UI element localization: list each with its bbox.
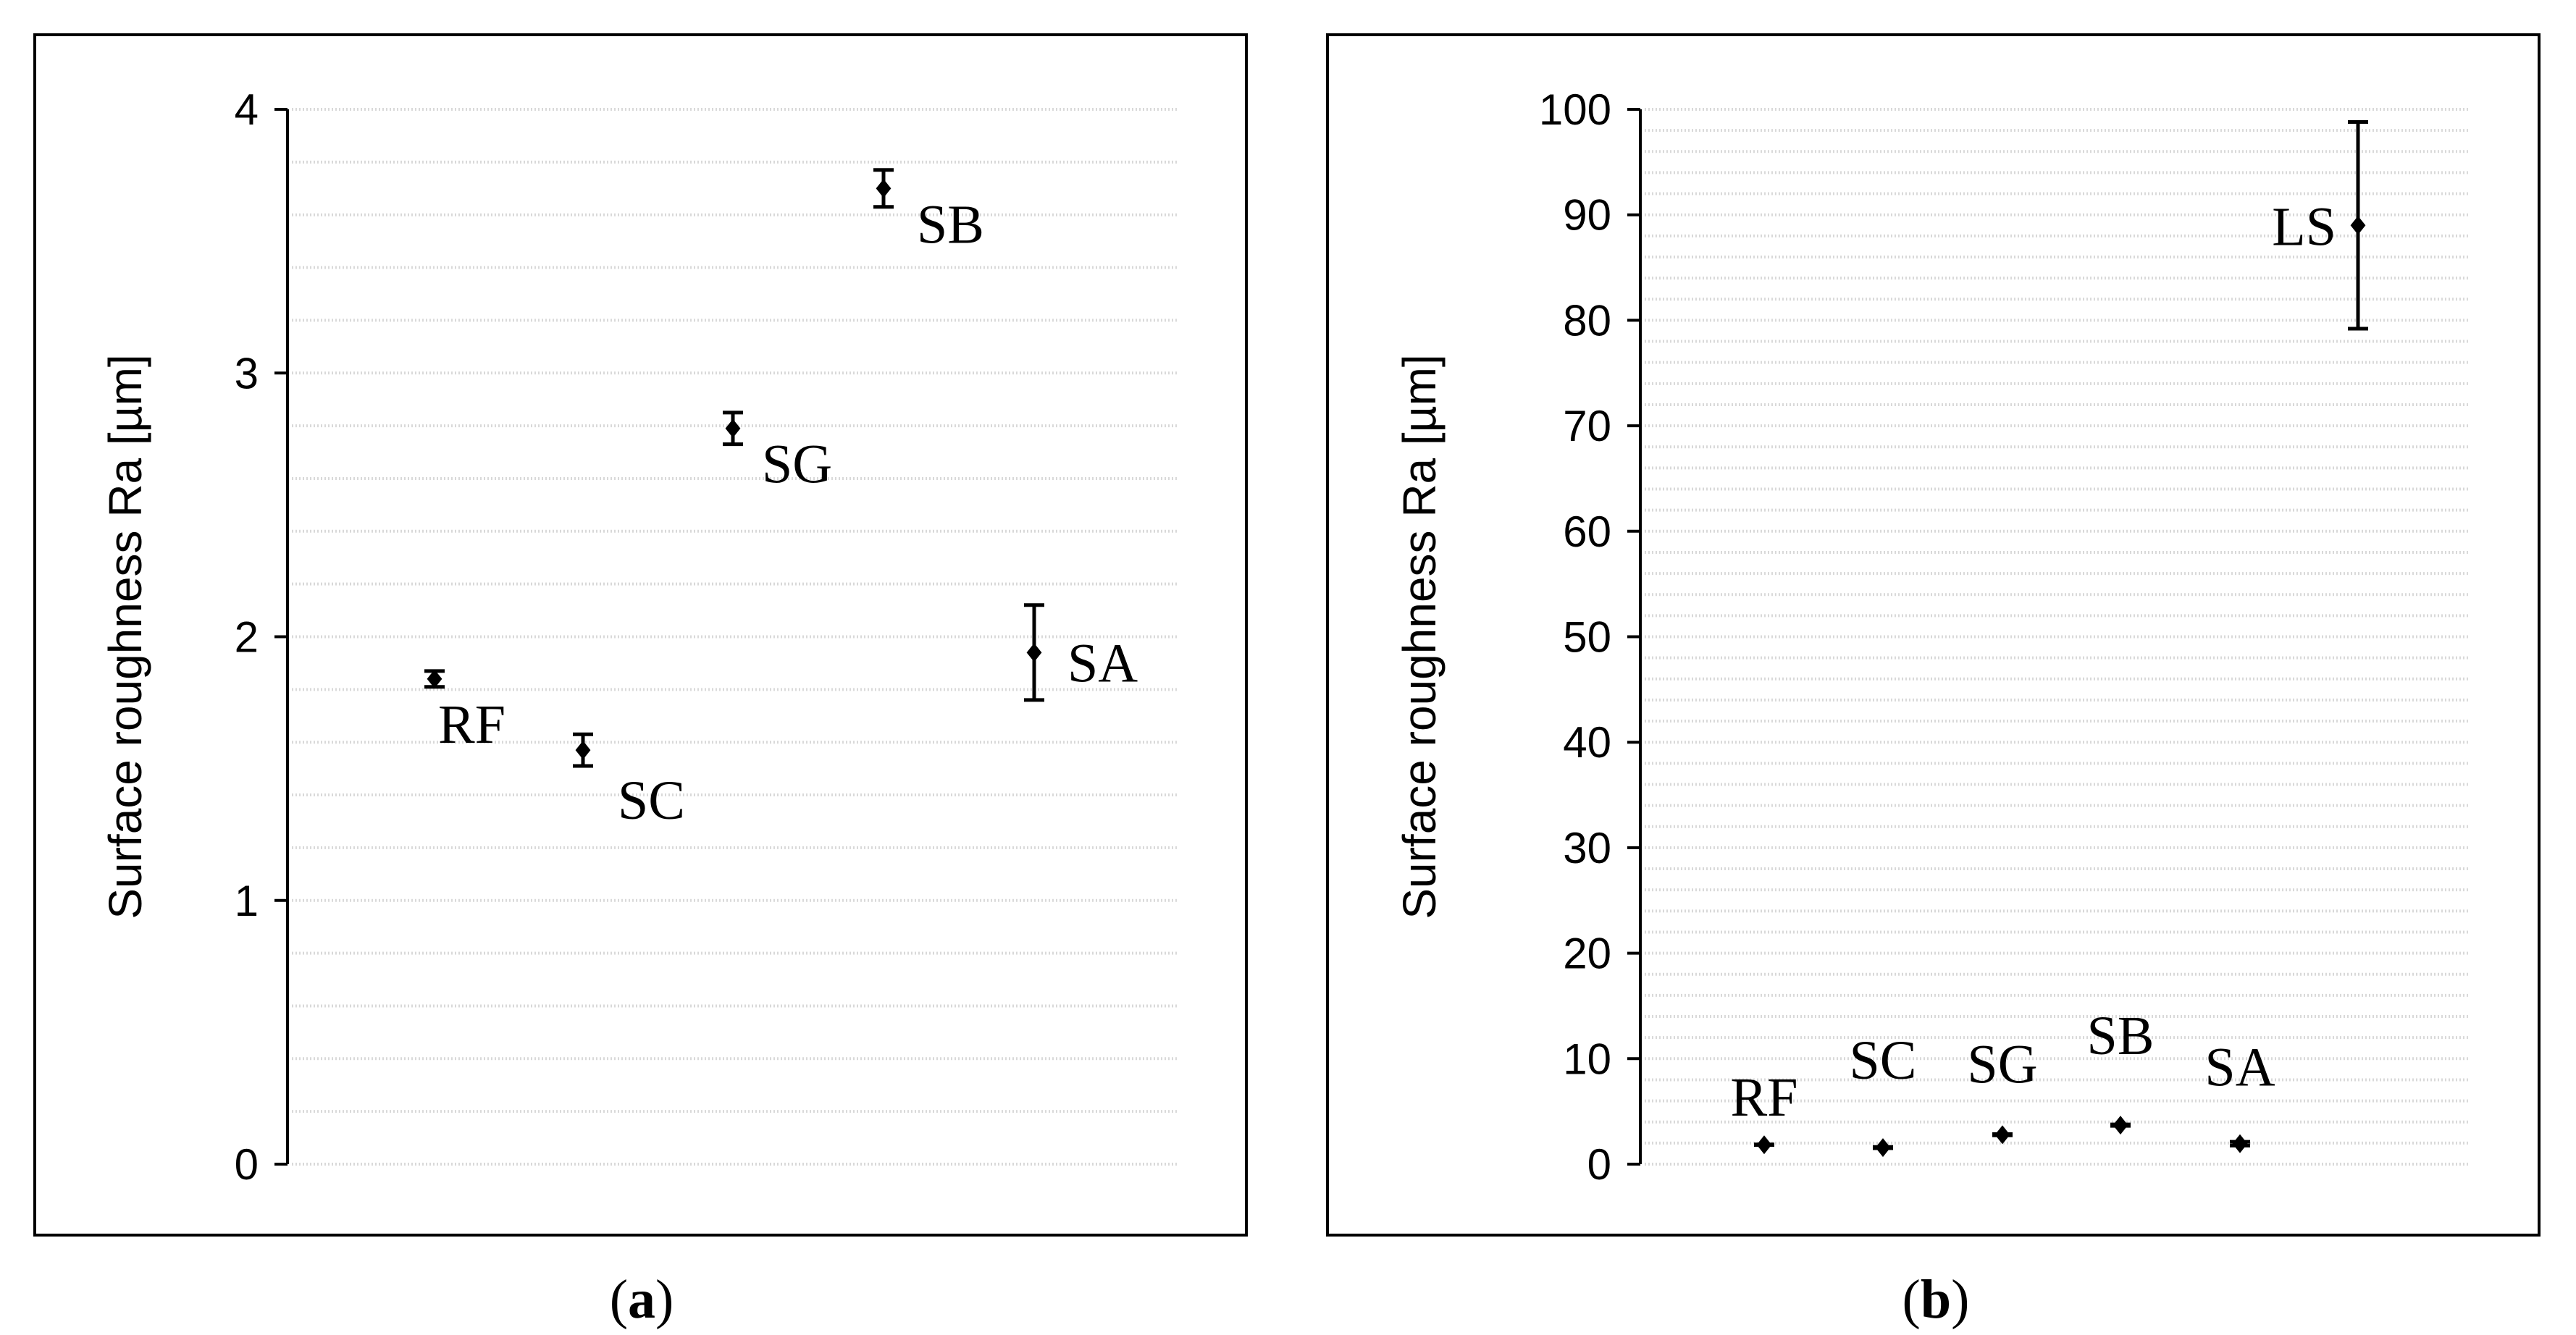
- panel-b-y-ticks: 0 10 20 30 40 50 60 70 80 90 100: [1539, 85, 1640, 1189]
- panel-a-frame: [33, 33, 1248, 1237]
- data-point-sc: [575, 741, 591, 760]
- y-tick-label: 70: [1563, 402, 1611, 450]
- point-label-sa: SA: [2204, 1037, 2275, 1098]
- data-point-sc: [1875, 1138, 1891, 1158]
- point-label-sc: SC: [618, 770, 685, 831]
- y-tick-label: 80: [1563, 296, 1611, 345]
- panel-b-y-axis-title: Surface roughness Ra [µm]: [1393, 354, 1446, 919]
- y-tick-label: 90: [1563, 191, 1611, 240]
- data-point-sb: [876, 179, 891, 198]
- data-point-sa: [2232, 1134, 2248, 1153]
- point-label-sg: SG: [1967, 1034, 2037, 1095]
- data-point-sg: [725, 418, 741, 438]
- y-tick-label: 100: [1539, 85, 1611, 134]
- point-label-sb: SB: [917, 194, 984, 255]
- y-tick-label: 30: [1563, 824, 1611, 872]
- point-label-sa: SA: [1067, 633, 1138, 694]
- y-tick-label: 50: [1563, 613, 1611, 662]
- y-tick-label: 3: [235, 349, 259, 397]
- y-tick-label: 2: [235, 613, 259, 662]
- y-tick-label: 1: [235, 877, 259, 925]
- panel-a-caption: (a): [610, 1269, 674, 1330]
- data-point-sg: [1994, 1125, 2010, 1145]
- y-tick-label: 0: [1587, 1140, 1611, 1189]
- point-label-sb: SB: [2087, 1006, 2155, 1066]
- panel-a: 0 1 2 3 4 Surface roughness Ra [µm] RF SC SG SB…: [33, 33, 1248, 1330]
- data-point-sa: [1026, 643, 1042, 662]
- point-label-sc: SC: [1850, 1030, 1917, 1091]
- y-tick-label: 20: [1563, 930, 1611, 978]
- panel-a-y-ticks: 0 1 2 3 4: [235, 85, 288, 1189]
- y-tick-label: 40: [1563, 718, 1611, 767]
- data-point-rf: [427, 669, 442, 688]
- point-label-rf: RF: [1731, 1067, 1798, 1128]
- panel-b: 0 10 20 30 40 50 60 70 80 90 100 Surface roughness…: [1326, 33, 2541, 1330]
- data-point-rf: [1756, 1135, 1772, 1155]
- panel-b-points: RF SC SG SB SA LS: [1731, 119, 2368, 1158]
- data-point-sb: [2113, 1116, 2128, 1135]
- panel-a-points: RF SC SG SB SA: [424, 168, 1138, 831]
- panel-b-caption: (b): [1902, 1269, 1970, 1330]
- point-label-rf: RF: [438, 694, 505, 755]
- point-label-sg: SG: [762, 434, 832, 495]
- panel-a-grid: [292, 108, 1177, 1166]
- y-tick-label: 60: [1563, 508, 1611, 556]
- data-point-ls: [2350, 216, 2366, 235]
- y-tick-label: 4: [235, 85, 259, 134]
- y-tick-label: 0: [235, 1140, 259, 1189]
- point-label-ls: LS: [2272, 196, 2336, 257]
- panel-a-y-axis-title: Surface roughness Ra [µm]: [99, 354, 151, 919]
- y-tick-label: 10: [1563, 1035, 1611, 1083]
